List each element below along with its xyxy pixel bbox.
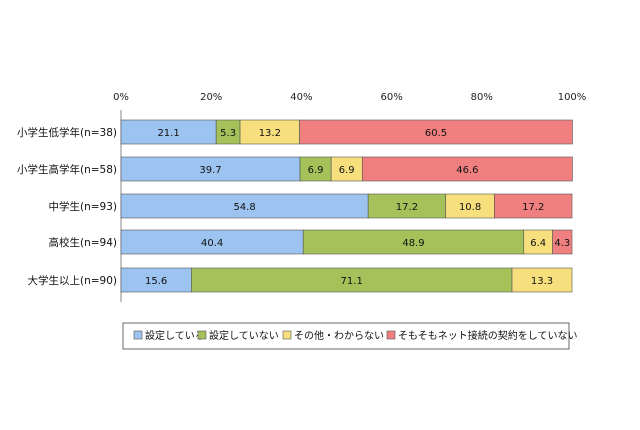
data-label: 10.8 [459,202,481,213]
bar-segment [361,156,573,182]
bar-segment [330,156,363,182]
legend-swatch [197,330,207,340]
bar-segment [120,156,301,182]
bar-segment [191,267,513,293]
data-label: 54.8 [233,202,255,213]
bar-segment [120,267,192,293]
data-label: 6.9 [339,165,355,176]
bar-segment [494,193,573,219]
legend-box [122,322,570,350]
data-label: 17.2 [396,202,418,213]
x-tick-label: 80% [471,92,493,103]
bar-segment [552,229,573,255]
data-label: 21.1 [157,128,179,139]
data-label: 17.2 [522,202,544,213]
data-label: 46.6 [456,165,478,176]
legend-label: 設定していない [209,329,279,342]
legend-swatch [282,330,292,340]
bar-segment [523,229,553,255]
bar-segment [120,229,304,255]
legend-swatch [386,330,396,340]
data-label: 15.6 [145,276,167,287]
bar-segment [302,229,525,255]
data-label: 13.3 [531,276,553,287]
category-label: 小学生低学年(n=38) [17,126,117,139]
data-label: 6.4 [530,238,546,249]
data-label: 13.2 [259,128,281,139]
bar-segment [299,119,573,145]
bar-segment [445,193,495,219]
category-label: 小学生高学年(n=58) [17,163,117,176]
data-label: 4.3 [554,238,570,249]
data-label: 5.3 [220,128,236,139]
data-label: 39.7 [199,165,221,176]
data-label: 71.1 [341,276,363,287]
x-tick-label: 100% [558,92,587,103]
category-label: 大学生以上(n=90) [27,274,117,287]
legend-swatch [133,330,143,340]
data-label: 6.9 [308,165,324,176]
legend-label: 設定している [145,329,205,342]
bar-segment [239,119,300,145]
x-tick-label: 0% [113,92,129,103]
data-label: 40.4 [201,238,223,249]
category-label: 中学生(n=93) [48,200,117,213]
x-tick-label: 40% [290,92,312,103]
x-tick-label: 60% [380,92,402,103]
legend-label: そもそもネット接続の契約をしていない [398,329,578,342]
x-tick-label: 20% [200,92,222,103]
bar-segment [367,193,447,219]
bar-segment [511,267,573,293]
data-label: 48.9 [402,238,424,249]
legend-label: その他・わからない [294,329,384,342]
data-label: 60.5 [425,128,447,139]
category-label: 高校生(n=94) [48,236,117,249]
